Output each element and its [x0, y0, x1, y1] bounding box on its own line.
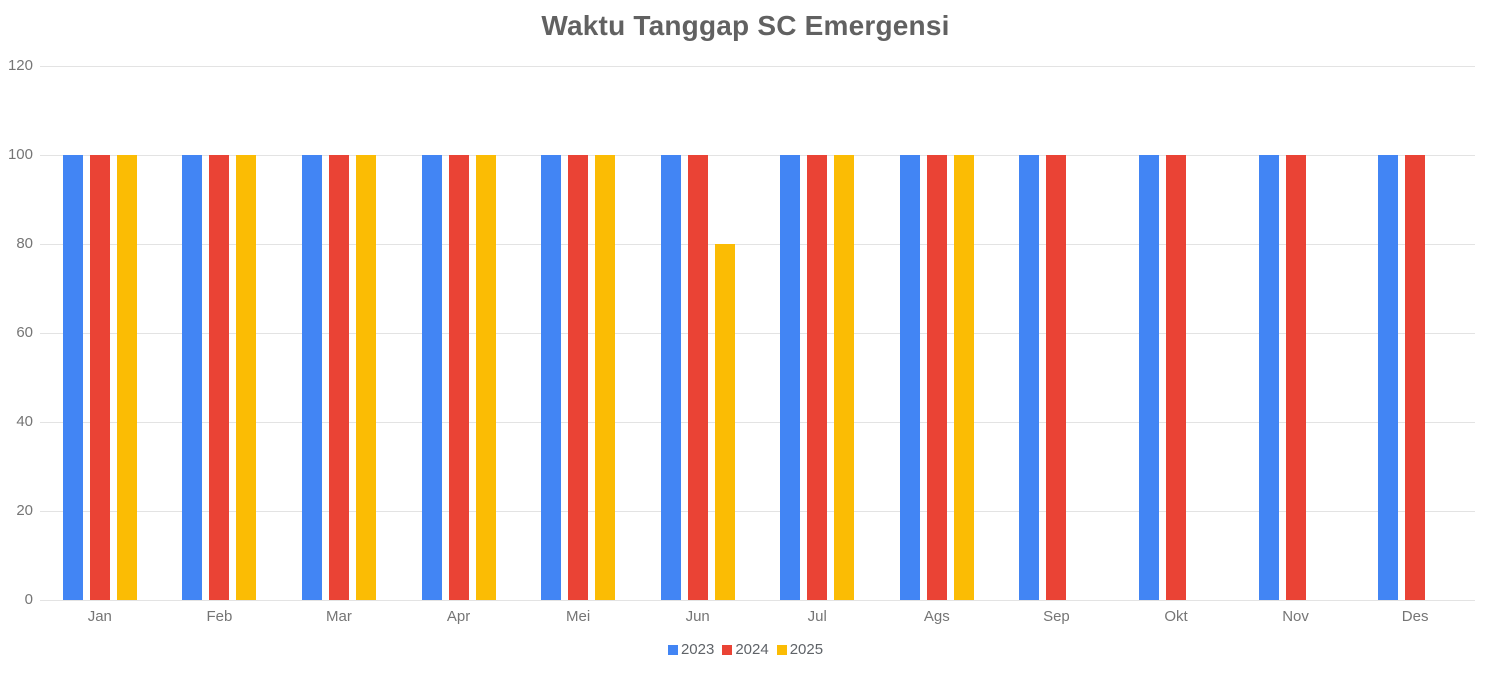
grid-line: [40, 155, 1475, 156]
bar: [899, 155, 920, 600]
x-axis-label: Nov: [1282, 608, 1309, 625]
y-tick-label: 60: [16, 324, 33, 341]
legend: 2023 2024 2025: [0, 641, 1491, 658]
grid-line: [40, 244, 1475, 246]
bar-group: [997, 66, 1117, 600]
bar: [62, 155, 83, 600]
legend-item: 2025: [776, 641, 824, 658]
bar: [1165, 155, 1186, 600]
bar-group: [399, 66, 519, 600]
bar-group: [160, 66, 280, 600]
bar: [595, 155, 616, 600]
y-tick-label: 20: [16, 502, 33, 520]
bar: [301, 155, 322, 600]
bar: [953, 155, 974, 600]
bar-group: [1116, 66, 1236, 600]
x-axis-label: Sep: [1043, 608, 1070, 625]
bar: [1019, 155, 1040, 600]
bar: [448, 155, 469, 600]
grid-line: [40, 333, 1475, 334]
bar-group: [877, 66, 997, 600]
bar-group: [279, 66, 399, 600]
plot-area: [40, 66, 1475, 601]
bar: [834, 155, 855, 600]
legend-swatch: [776, 644, 787, 655]
x-axis-label: Okt: [1164, 608, 1188, 625]
y-tick-label: 0: [24, 591, 33, 608]
bar: [541, 155, 562, 600]
grid-line: [40, 422, 1475, 424]
bar: [807, 155, 828, 600]
bar-group: [638, 66, 758, 600]
x-axis-label: Mar: [326, 608, 352, 625]
bar: [714, 244, 735, 600]
bar: [421, 155, 442, 600]
bar: [236, 155, 257, 600]
bar: [1046, 155, 1067, 600]
x-axis-label: Jul: [807, 608, 827, 625]
x-axis-labels: Jan Feb Mar Apr Mei Jun Jul Ags Sep Okt Nov Des: [40, 607, 1475, 627]
bar: [355, 155, 376, 600]
grid-line: [40, 600, 1475, 601]
legend-label: 2024: [735, 641, 769, 658]
bar: [1138, 155, 1159, 600]
legend-swatch: [722, 644, 733, 655]
legend-swatch: [667, 644, 678, 655]
legend-label: 2025: [789, 641, 824, 658]
x-axis-label: Mei: [566, 608, 591, 625]
grid-line: [40, 511, 1475, 513]
bar-group: [757, 66, 877, 600]
bar: [182, 155, 203, 600]
bar: [209, 155, 230, 600]
bar: [116, 155, 137, 600]
bar-group: [1236, 66, 1356, 600]
x-axis-label: Jun: [685, 608, 710, 625]
y-tick-label: 80: [16, 235, 33, 253]
bar: [1285, 155, 1306, 600]
bar-group: [1355, 66, 1475, 600]
y-tick-label: 100: [7, 146, 33, 163]
bar: [780, 155, 801, 600]
y-axis-tick-labels: 0 20 40 60 80 100 120: [0, 57, 33, 608]
x-axis-label: Des: [1401, 608, 1429, 625]
bar: [687, 155, 708, 600]
bar: [926, 155, 947, 600]
bar: [1405, 155, 1426, 600]
bar-groups: [40, 66, 1475, 600]
bar: [1378, 155, 1399, 600]
chart-title: Waktu Tanggap SC Emergensi: [541, 10, 950, 41]
grid-line: [40, 66, 1475, 67]
bar-group: [40, 66, 160, 600]
x-axis-label: Jan: [87, 608, 112, 625]
bar: [660, 155, 681, 600]
bar: [475, 155, 496, 600]
y-tick-label: 120: [7, 57, 33, 74]
x-axis-label: Ags: [923, 608, 950, 625]
legend-item: 2024: [722, 641, 769, 658]
legend-label: 2023: [680, 641, 715, 658]
y-tick-label: 40: [16, 413, 33, 431]
bar: [328, 155, 349, 600]
x-axis-label: Apr: [446, 608, 471, 625]
bar: [568, 155, 589, 600]
bar: [89, 155, 110, 600]
bar-group: [518, 66, 638, 600]
x-axis-label: Feb: [206, 608, 233, 625]
bar: [1258, 155, 1279, 600]
legend-item: 2023: [667, 641, 715, 658]
